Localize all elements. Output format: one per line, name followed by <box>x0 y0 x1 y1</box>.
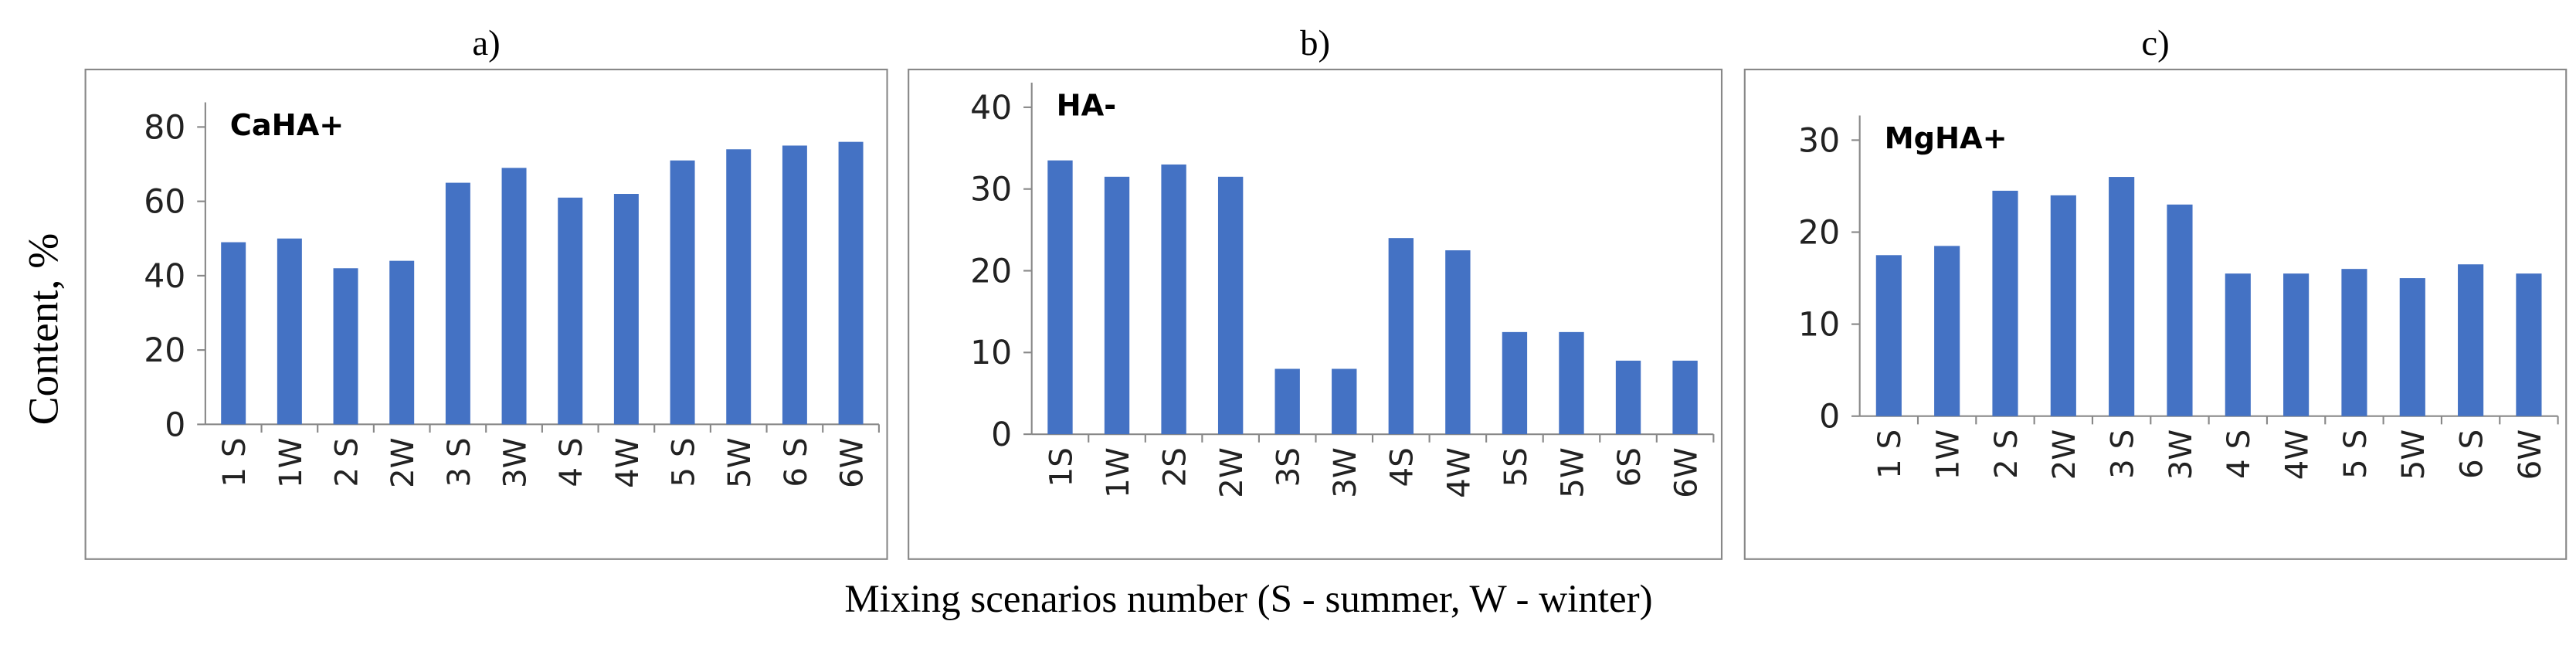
bar <box>1559 331 1584 435</box>
x-tick-label: 6 S <box>777 437 814 487</box>
x-tick-label: 1W <box>272 437 309 488</box>
bar <box>1217 176 1244 435</box>
x-tick-label: 6W <box>833 437 870 488</box>
bar <box>2341 269 2367 416</box>
x-tick-label: 6 S <box>2453 429 2490 479</box>
y-tick-label: 0 <box>991 416 1012 454</box>
x-tick-label: 1 S <box>1871 429 1908 479</box>
y-tick-label: 20 <box>1798 214 1840 252</box>
y-tick-label: 0 <box>165 406 185 444</box>
x-tick-label: 4W <box>609 437 646 488</box>
bar <box>2050 195 2076 416</box>
x-tick-label: 4S <box>1383 447 1420 487</box>
x-tick-label: 3S <box>1270 447 1307 487</box>
x-tick-label: 2W <box>1213 447 1250 498</box>
bar <box>1992 190 2018 416</box>
bar <box>558 197 583 425</box>
x-axis-label: Mixing scenarios number (S - summer, W -… <box>844 578 1652 621</box>
x-tick-label: 2S <box>1156 447 1193 487</box>
x-tick-label: 3W <box>2162 429 2199 480</box>
annotation: MgHA+ <box>1885 121 2008 156</box>
bar <box>445 182 470 425</box>
x-tick-label: 4 S <box>2220 429 2257 479</box>
bar <box>670 160 695 425</box>
y-tick-label: 0 <box>1819 399 1840 436</box>
y-tick-label: 20 <box>144 332 185 370</box>
panel-title: c) <box>2141 23 2169 63</box>
bar <box>1615 360 1641 435</box>
x-tick-label: 1W <box>1929 429 1967 480</box>
bar <box>2516 273 2542 416</box>
panel-title: a) <box>472 23 500 63</box>
y-tick-label: 20 <box>970 253 1012 290</box>
bar <box>2458 264 2484 416</box>
y-tick-label: 30 <box>1798 122 1840 160</box>
bar <box>1161 164 1186 435</box>
x-tick-label: 5W <box>1553 447 1590 498</box>
x-tick-label: 4 S <box>552 437 589 487</box>
x-tick-label: 5W <box>721 437 758 488</box>
x-tick-label: 1W <box>1099 447 1136 498</box>
bar <box>1934 246 1960 416</box>
bar <box>2399 278 2425 416</box>
x-tick-label: 6S <box>1610 447 1648 487</box>
bar <box>838 141 864 425</box>
x-tick-label: 5S <box>1497 447 1534 487</box>
x-tick-label: 5 S <box>2337 429 2374 479</box>
bar <box>333 268 358 425</box>
bar <box>1502 331 1528 435</box>
bar <box>726 149 752 425</box>
bar <box>2109 177 2135 416</box>
x-tick-label: 3W <box>496 437 533 488</box>
y-tick-label: 10 <box>1798 307 1840 345</box>
panel-frame <box>84 68 888 560</box>
bar <box>2283 273 2310 416</box>
x-tick-label: 2W <box>384 437 421 488</box>
bar <box>1672 360 1698 435</box>
bar <box>1388 238 1414 435</box>
bar <box>1274 368 1300 435</box>
x-tick-label: 5W <box>2394 429 2432 480</box>
bar <box>501 168 527 425</box>
x-tick-label: 4W <box>2279 429 2316 480</box>
x-tick-label: 2 S <box>1987 429 2024 479</box>
annotation: HA- <box>1057 89 1117 124</box>
bar <box>1047 160 1073 435</box>
bar <box>1332 368 1357 435</box>
bar <box>277 238 302 425</box>
bar <box>389 260 415 425</box>
x-tick-label: 1 S <box>216 437 253 487</box>
y-tick-label: 30 <box>970 171 1012 209</box>
y-axis-label: Content, % <box>19 233 66 426</box>
x-tick-label: 5 S <box>664 437 701 487</box>
bar <box>1875 255 1902 416</box>
bar <box>782 145 807 425</box>
y-tick-label: 60 <box>144 184 185 222</box>
panel-title: b) <box>1300 23 1330 63</box>
x-tick-label: 6W <box>2511 429 2548 480</box>
panel-frame <box>1743 68 2568 560</box>
x-tick-label: 3 S <box>2104 429 2141 479</box>
bar <box>613 194 639 425</box>
annotation: CaHA+ <box>230 108 344 143</box>
x-tick-label: 1S <box>1042 447 1079 487</box>
x-tick-label: 6W <box>1667 447 1704 498</box>
x-tick-label: 2 S <box>328 437 365 487</box>
bar <box>2225 273 2251 416</box>
panel-frame <box>908 68 1723 560</box>
x-tick-label: 3 S <box>440 437 477 487</box>
y-tick-label: 80 <box>144 109 185 147</box>
bar <box>2167 204 2193 416</box>
x-tick-label: 2W <box>2045 429 2082 480</box>
x-tick-label: 4W <box>1440 447 1477 498</box>
x-tick-label: 3W <box>1326 447 1363 498</box>
y-tick-label: 40 <box>970 90 1012 127</box>
y-tick-label: 10 <box>970 334 1012 372</box>
bar <box>221 242 246 425</box>
bar <box>1104 176 1130 435</box>
y-tick-label: 40 <box>144 258 185 296</box>
bar <box>1445 250 1471 435</box>
